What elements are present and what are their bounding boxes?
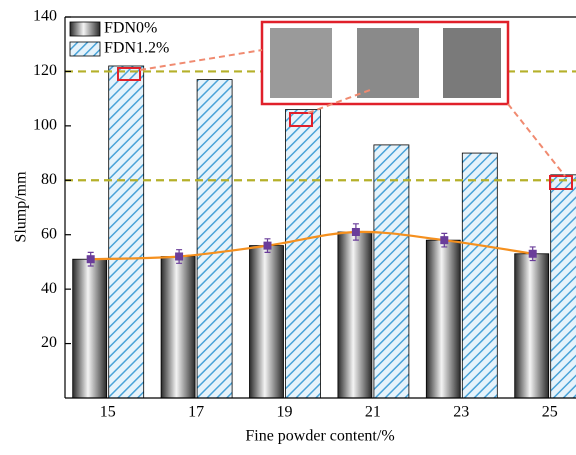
photo bbox=[270, 28, 332, 98]
plot-area bbox=[65, 66, 576, 398]
x-tick-label: 21 bbox=[365, 404, 381, 421]
legend-swatch bbox=[70, 22, 100, 36]
inset bbox=[118, 22, 572, 189]
marker bbox=[440, 236, 448, 244]
marker bbox=[175, 252, 183, 260]
bar bbox=[250, 246, 284, 398]
x-tick-label: 15 bbox=[100, 404, 116, 421]
bar bbox=[515, 254, 549, 398]
x-tick-label: 23 bbox=[453, 404, 469, 421]
marker bbox=[529, 250, 537, 258]
x-tick-label: 19 bbox=[277, 404, 293, 421]
bar bbox=[286, 110, 321, 398]
bar bbox=[197, 80, 232, 398]
x-axis-title: Fine powder content/% bbox=[245, 428, 394, 445]
bar bbox=[426, 240, 460, 398]
y-tick-label: 60 bbox=[41, 225, 57, 242]
photo bbox=[357, 28, 419, 98]
legend-label: FDN0% bbox=[104, 20, 157, 37]
legend-label: FDN1.2% bbox=[104, 40, 169, 57]
bar bbox=[374, 145, 409, 398]
y-tick-label: 20 bbox=[41, 334, 57, 351]
x-tick-label: 17 bbox=[188, 404, 204, 421]
photo bbox=[443, 28, 501, 98]
bar bbox=[161, 256, 195, 398]
bar bbox=[109, 66, 144, 398]
bar bbox=[551, 175, 576, 398]
chart: Fine powder content/% Slump/mm 20 40 60 80 1… bbox=[0, 0, 576, 450]
bar bbox=[73, 259, 107, 398]
x-tick-label: 25 bbox=[542, 404, 558, 421]
bar bbox=[462, 153, 497, 398]
marker bbox=[87, 255, 95, 263]
y-axis-title: Slump/mm bbox=[13, 171, 30, 243]
y-tick-label: 120 bbox=[33, 62, 57, 79]
y-tick-label: 80 bbox=[41, 171, 57, 188]
y-tick-label: 40 bbox=[41, 280, 57, 297]
y-tick-label: 100 bbox=[33, 117, 57, 134]
marker bbox=[352, 228, 360, 236]
legend-swatch bbox=[70, 42, 100, 56]
connector bbox=[508, 104, 565, 176]
bar bbox=[338, 232, 372, 398]
y-tick-label: 140 bbox=[33, 8, 57, 25]
marker bbox=[264, 242, 272, 250]
